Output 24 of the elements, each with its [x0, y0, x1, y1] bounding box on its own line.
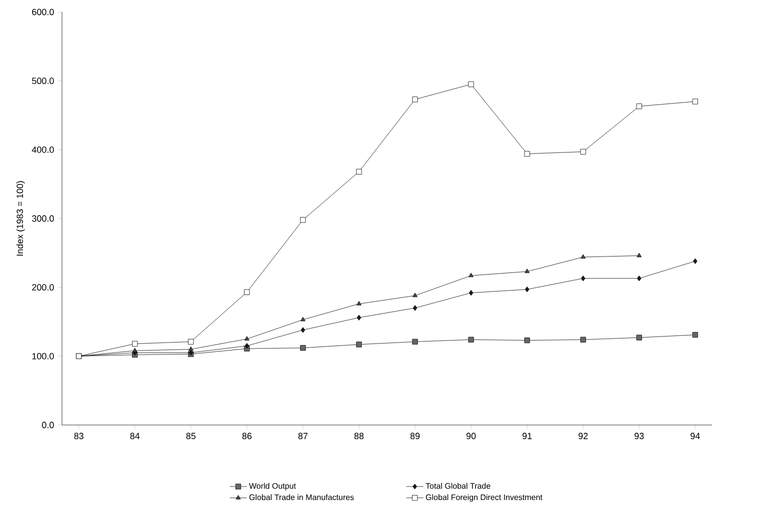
legend-label: Total Global Trade — [426, 482, 490, 489]
x-tick-label: 94 — [690, 432, 700, 440]
x-tick-label: 88 — [354, 432, 364, 440]
x-tick-label: 91 — [522, 432, 532, 440]
x-tick-label: 87 — [298, 432, 308, 440]
legend-label: Global Foreign Direct Investment — [426, 494, 542, 502]
y-tick-label: 500.0 — [32, 78, 54, 84]
y-tick-label: 400.0 — [32, 146, 54, 153]
y-tick-label: 600.0 — [32, 8, 54, 16]
x-tick-label: 84 — [130, 432, 140, 440]
x-tick-label: 92 — [578, 432, 588, 440]
x-tick-label: 93 — [634, 432, 644, 440]
x-tick-label: 83 — [74, 432, 84, 440]
y-axis-title: Index (1983 = 100) — [16, 181, 25, 256]
y-tick-label: 300.0 — [32, 215, 54, 222]
x-tick-label: 90 — [466, 432, 476, 440]
y-tick-label: 0.0 — [42, 422, 54, 428]
x-tick-label: 85 — [186, 432, 196, 440]
y-tick-label: 100.0 — [32, 352, 54, 360]
legend-label: Global Trade in Manufactures — [249, 494, 354, 500]
x-tick-label: 89 — [410, 432, 420, 440]
legend-label: World Output — [249, 482, 296, 490]
y-tick-label: 200.0 — [32, 284, 54, 291]
x-tick-label: 86 — [242, 432, 252, 440]
